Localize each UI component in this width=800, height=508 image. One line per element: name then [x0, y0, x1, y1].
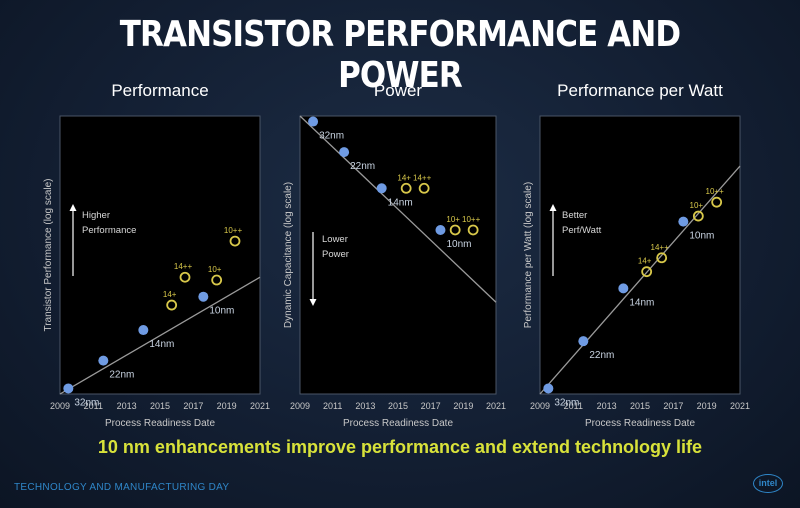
chart-3-annotation-text: Perf/Watt	[562, 225, 602, 236]
chart-2-annotation-text: Power	[322, 249, 349, 260]
chart-1-x-tick-label: 2011	[84, 401, 103, 411]
chart-3-node-marker	[578, 336, 589, 347]
chart-2-x-tick-label: 2017	[421, 401, 441, 411]
chart-1-title: Performance	[111, 81, 208, 100]
chart-3-annotation-text: Better	[562, 210, 587, 221]
chart-1-y-axis-label: Transistor Performance (log scale)	[43, 178, 54, 331]
chart-2-annotation-text: Lower	[322, 234, 348, 245]
chart-1-x-tick-label: 2017	[183, 401, 203, 411]
chart-3-enhancement-label: 14+	[638, 257, 652, 266]
chart-3-node-marker	[618, 283, 629, 294]
chart-2-enhancement-marker	[449, 224, 461, 236]
chart-1-x-tick-label: 2015	[150, 401, 170, 411]
chart-1-node-marker	[138, 325, 149, 336]
slide-title: TRANSISTOR PERFORMANCE AND POWER	[119, 14, 681, 96]
chart-1-arrow-up-icon	[69, 204, 77, 211]
chart-3-node-marker	[543, 383, 554, 394]
chart-1-trend-line	[59, 276, 261, 395]
chart-3-enhancement-marker	[692, 210, 704, 222]
chart-2-x-tick-label: 2021	[486, 401, 506, 411]
chart-2-node-marker	[435, 224, 446, 235]
chart-1-x-tick-label: 2019	[217, 401, 237, 411]
chart-1-enhancement-label: 14++	[174, 262, 193, 271]
chart-3-node-label: 14nm	[629, 297, 654, 308]
chart-2-x-tick-label: 2019	[453, 401, 473, 411]
chart-2-enhancement-marker	[400, 182, 412, 194]
chart-3-x-tick-label: 2017	[663, 401, 683, 411]
chart-2-enhancement-label: 14+	[397, 173, 411, 182]
chart-2-node-label: 10nm	[446, 239, 471, 250]
slide-subtitle: 10 nm enhancements improve performance a…	[97, 437, 703, 457]
chart-2-enhancement-marker	[467, 224, 479, 236]
chart-1-plot-area	[59, 115, 261, 395]
chart-2-title: Power	[374, 81, 423, 100]
chart-3-x-tick-label: 2019	[697, 401, 717, 411]
chart-3-arrow-up-icon	[549, 204, 557, 211]
chart-1-node-marker	[98, 355, 109, 366]
chart-2-enhancement-label: 10+	[446, 215, 460, 224]
chart-3-y-axis-label: Performance per Watt (log scale)	[523, 182, 534, 328]
charts-canvas: Performance 2009 2011 2013 2015 2017 2019 2021 P…	[43, 81, 751, 429]
chart-1-enhancement-label: 10+	[208, 265, 222, 274]
chart-3-x-tick-label: 2015	[630, 401, 650, 411]
chart-1-annotation-text: Performance	[82, 225, 136, 236]
chart-1-node-label: 14nm	[149, 339, 174, 350]
chart-2-x-tick-label: 2013	[355, 401, 375, 411]
chart-1-node-label: 10nm	[209, 306, 234, 317]
chart-3-title: Performance per Watt	[557, 81, 723, 100]
chart-2-x-tick-label: 2015	[388, 401, 408, 411]
chart-3-trend-line	[539, 165, 741, 395]
chart-3-x-tick-label: 2013	[597, 401, 617, 411]
chart-1-x-tick-label: 2021	[250, 401, 270, 411]
chart-2-node-label: 22nm	[350, 161, 375, 172]
chart-2-enhancement-label: 10++	[462, 215, 481, 224]
chart-1-x-axis-label: Process Readiness Date	[105, 418, 215, 429]
chart-1-annotation-text: Higher	[82, 210, 110, 221]
chart-2-enhancement-label: 14++	[413, 173, 432, 182]
chart-3-node-label: 32nm	[554, 397, 579, 408]
event-footer: TECHNOLOGY AND MANUFACTURING DAY	[14, 482, 230, 493]
chart-2-enhancement-marker	[418, 182, 430, 194]
chart-3-enhancement-marker	[656, 252, 668, 264]
chart-2-node-label: 32nm	[319, 131, 344, 142]
chart-1-node-label: 22nm	[109, 370, 134, 381]
chart-2-node-marker	[339, 147, 350, 158]
chart-3-enhancement-marker	[641, 266, 653, 278]
chart-2-x-axis-label: Process Readiness Date	[343, 418, 453, 429]
chart-3-x-tick-label: 2009	[530, 401, 550, 411]
chart-3-x-tick-label: 2021	[730, 401, 750, 411]
intel-logo: intel	[753, 474, 783, 493]
chart-2-arrow-down-icon	[309, 299, 317, 306]
chart-1-node-marker	[63, 383, 74, 394]
chart-1-x-tick-label: 2009	[50, 401, 70, 411]
chart-1-enhancement-label: 10++	[224, 226, 243, 235]
chart-1-enhancement-marker	[166, 299, 178, 311]
chart-1-enhancement-marker	[211, 274, 223, 286]
chart-1-x-tick-label: 2013	[117, 401, 137, 411]
chart-1-enhancement-marker	[179, 271, 191, 283]
chart-1-enhancement-label: 14+	[163, 290, 177, 299]
chart-2-trend-line	[299, 115, 497, 303]
chart-2-node-label: 14nm	[388, 197, 413, 208]
chart-3-enhancement-label: 10++	[706, 187, 725, 196]
chart-2-plot-area	[299, 115, 497, 395]
chart-2-node-marker	[308, 116, 319, 127]
chart-3-node-label: 22nm	[589, 350, 614, 361]
chart-3-node-marker	[678, 216, 689, 227]
chart-3-node-label: 10nm	[689, 231, 714, 242]
chart-1-node-marker	[198, 291, 209, 302]
chart-3-x-axis-label: Process Readiness Date	[585, 418, 695, 429]
chart-3-x-tick-label: 2011	[564, 401, 583, 411]
chart-2-node-marker	[376, 183, 387, 194]
chart-3-enhancement-label: 14++	[651, 243, 670, 252]
chart-2-x-tick-label: 2009	[290, 401, 310, 411]
chart-3-enhancement-label: 10+	[690, 201, 704, 210]
chart-3-plot-area	[539, 115, 741, 395]
chart-3-enhancement-marker	[711, 196, 723, 208]
chart-1-node-label: 32nm	[74, 397, 99, 408]
chart-1-enhancement-marker	[229, 235, 241, 247]
chart-2-x-tick-label: 2011	[323, 401, 342, 411]
chart-2-y-axis-label: Dynamic Capacitance (log scale)	[283, 182, 294, 328]
